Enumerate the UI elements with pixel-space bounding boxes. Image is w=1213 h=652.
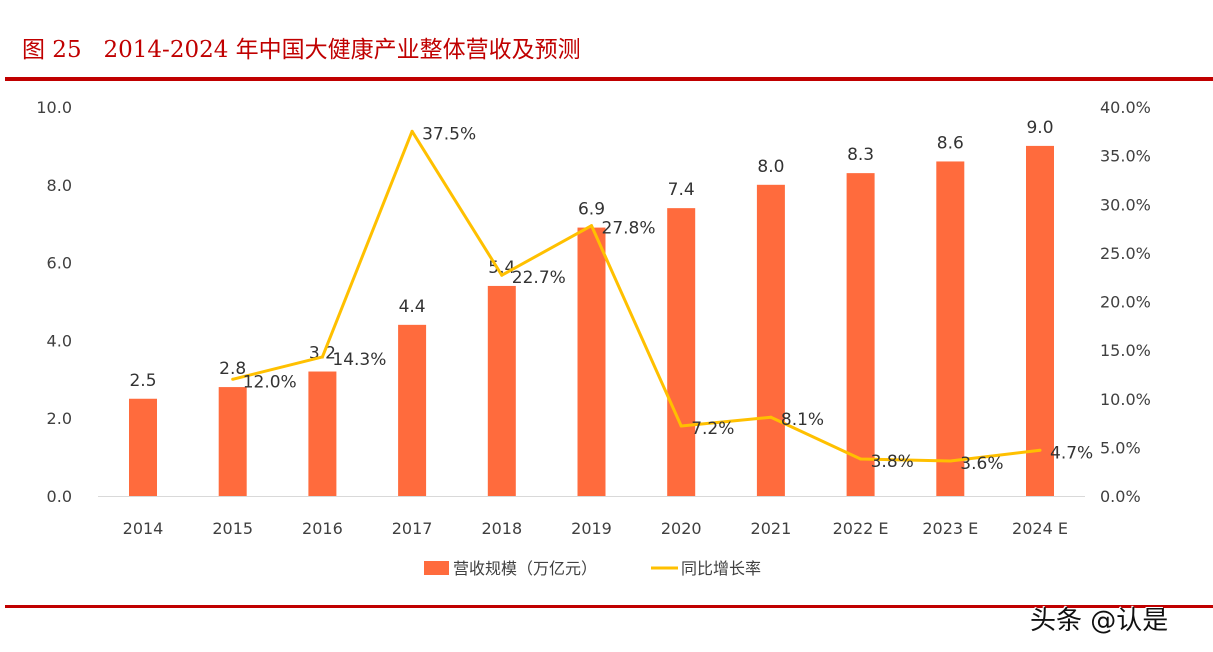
right-tick-label: 35.0% — [1100, 147, 1151, 166]
bar — [936, 161, 965, 496]
bar — [846, 173, 875, 496]
growth-point — [948, 459, 952, 463]
left-tick-label: 4.0 — [47, 331, 72, 350]
top-rule — [5, 77, 1213, 81]
growth-point — [1038, 448, 1042, 452]
left-tick-label: 2.0 — [47, 409, 72, 428]
bar-value-label: 9.0 — [1026, 118, 1053, 138]
left-tick-label: 6.0 — [47, 254, 72, 273]
growth-value-label: 14.3% — [332, 350, 386, 370]
growth-point — [320, 355, 324, 359]
left-tick-label: 10.0 — [36, 98, 72, 117]
x-tick-label: 2016 — [302, 519, 343, 538]
right-tick-label: 20.0% — [1100, 293, 1151, 312]
growth-value-label: 8.1% — [781, 410, 824, 430]
right-tick-label: 15.0% — [1100, 341, 1151, 360]
growth-line — [232, 129, 1041, 463]
growth-point — [769, 415, 773, 419]
right-tick-label: 30.0% — [1100, 195, 1151, 214]
bar-value-label: 6.9 — [578, 200, 605, 220]
x-tick-label: 2017 — [392, 519, 433, 538]
x-tick-label: 2014 — [123, 519, 164, 538]
right-tick-label: 40.0% — [1100, 98, 1151, 117]
bar — [129, 398, 157, 496]
growth-value-label: 27.8% — [602, 219, 656, 239]
x-tick-label: 2022 E — [833, 519, 889, 538]
growth-point — [859, 457, 863, 461]
x-tick-label: 2020 — [661, 519, 702, 538]
bar — [667, 208, 696, 496]
bar — [308, 371, 337, 496]
bar-value-label: 8.3 — [847, 145, 874, 165]
bar — [218, 387, 247, 496]
bar-value-label: 8.6 — [937, 133, 964, 153]
bar — [577, 227, 606, 496]
legend-line-label: 同比增长率 — [681, 559, 761, 578]
chart-title: 图 25 2014-2024 年中国大健康产业整体营收及预测 — [22, 37, 581, 63]
right-tick-label: 10.0% — [1100, 390, 1151, 409]
bar — [487, 285, 516, 496]
growth-value-label: 4.7% — [1050, 443, 1093, 463]
growth-point — [410, 129, 414, 133]
growth-point — [500, 273, 504, 277]
bar-value-label: 7.4 — [668, 180, 695, 200]
bar-value-label: 4.4 — [399, 297, 426, 317]
bar-value-label: 2.5 — [129, 371, 156, 391]
bar — [756, 184, 785, 497]
x-tick-label: 2023 E — [922, 519, 978, 538]
growth-value-label: 22.7% — [512, 268, 566, 288]
chart: 0.0 2.0 4.0 6.0 8.0 10.0 0.0% 5.0% 10.0% 15.0% 20.… — [36, 98, 1151, 578]
bottom-rule — [5, 605, 1213, 608]
left-tick-label: 0.0 — [47, 487, 72, 506]
bar — [398, 324, 427, 496]
growth-value-label: 3.6% — [960, 454, 1003, 474]
x-tick-label: 2015 — [212, 519, 253, 538]
bar-value-label: 2.8 — [219, 359, 246, 379]
x-tick-label: 2018 — [481, 519, 522, 538]
x-tick-label: 2024 E — [1012, 519, 1068, 538]
x-tick-label: 2019 — [571, 519, 612, 538]
right-tick-label: 0.0% — [1100, 487, 1141, 506]
growth-value-label: 37.5% — [422, 124, 476, 144]
watermark: 头条 @认是 — [1030, 606, 1169, 636]
x-tick-label: 2021 — [751, 519, 792, 538]
growth-value-label: 3.8% — [871, 452, 914, 472]
right-tick-label: 25.0% — [1100, 244, 1151, 263]
growth-value-label: 7.2% — [691, 419, 734, 439]
left-tick-label: 8.0 — [47, 176, 72, 195]
legend-bar-swatch — [424, 561, 449, 575]
bar — [1026, 145, 1054, 496]
growth-point — [679, 424, 683, 428]
growth-value-label: 12.0% — [243, 372, 297, 392]
right-tick-label: 5.0% — [1100, 438, 1141, 457]
legend-bar-label: 营收规模（万亿元） — [453, 559, 597, 578]
growth-point — [231, 377, 235, 381]
bar-value-label: 8.0 — [757, 157, 784, 177]
growth-point — [590, 224, 593, 228]
